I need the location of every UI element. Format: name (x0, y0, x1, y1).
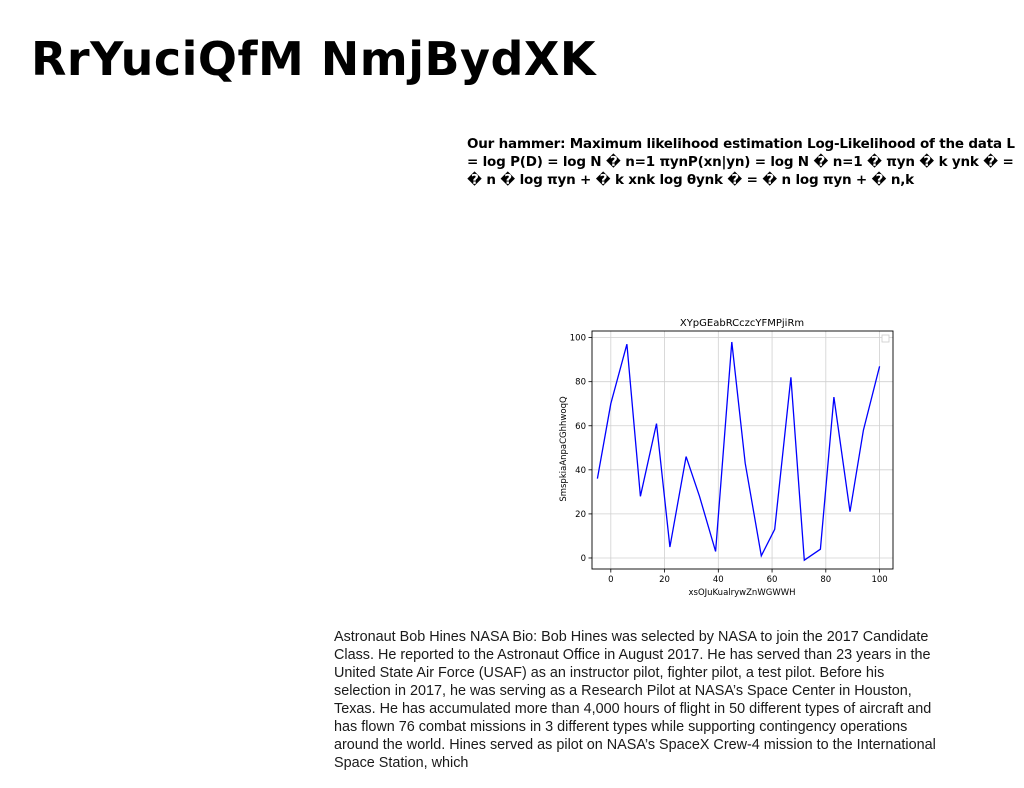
x-tick-label: 20 (659, 575, 670, 585)
x-tick-label: 40 (713, 575, 724, 585)
chart-series (596, 341, 881, 562)
plot-area (591, 330, 894, 570)
x-tick-label: 100 (871, 575, 887, 585)
y-tick-label: 80 (575, 378, 586, 388)
chart-title: XYpGEabRCczcYFMPjiRm (680, 318, 804, 329)
chart-x-axis-label: xsOJuKualrywZnWGWWH (688, 588, 795, 598)
y-tick-label: 40 (575, 466, 586, 476)
series-line (596, 341, 881, 562)
x-tick-label: 0 (608, 575, 613, 585)
chart-y-axis-label: SmspkiaAnpaCGhhwoqQ (559, 396, 569, 502)
formula-text: Our hammer: Maximum likelihood estimatio… (467, 136, 1015, 188)
chart-ticks: 0 20 40 60 80 100 0 20 40 60 80 100 (570, 334, 888, 585)
x-tick-label: 60 (767, 575, 778, 585)
y-tick-label: 20 (575, 510, 586, 520)
bio-paragraph: Astronaut Bob Hines NASA Bio: Bob Hines … (334, 629, 936, 771)
x-tick-label: 80 (820, 575, 831, 585)
line-chart: XYpGEabRCczcYFMPjiRm 0 20 40 60 80 100 0 20 40 60… (555, 312, 900, 602)
chart-grid (592, 331, 893, 569)
y-tick-label: 60 (575, 422, 586, 432)
y-tick-label: 100 (570, 334, 586, 344)
chart-svg: XYpGEabRCczcYFMPjiRm 0 20 40 60 80 100 0 20 40 60… (559, 318, 894, 598)
page-title: RrYuciQfM NmjBydXK (31, 32, 597, 86)
y-tick-label: 0 (581, 554, 586, 564)
chart-legend (881, 334, 890, 343)
